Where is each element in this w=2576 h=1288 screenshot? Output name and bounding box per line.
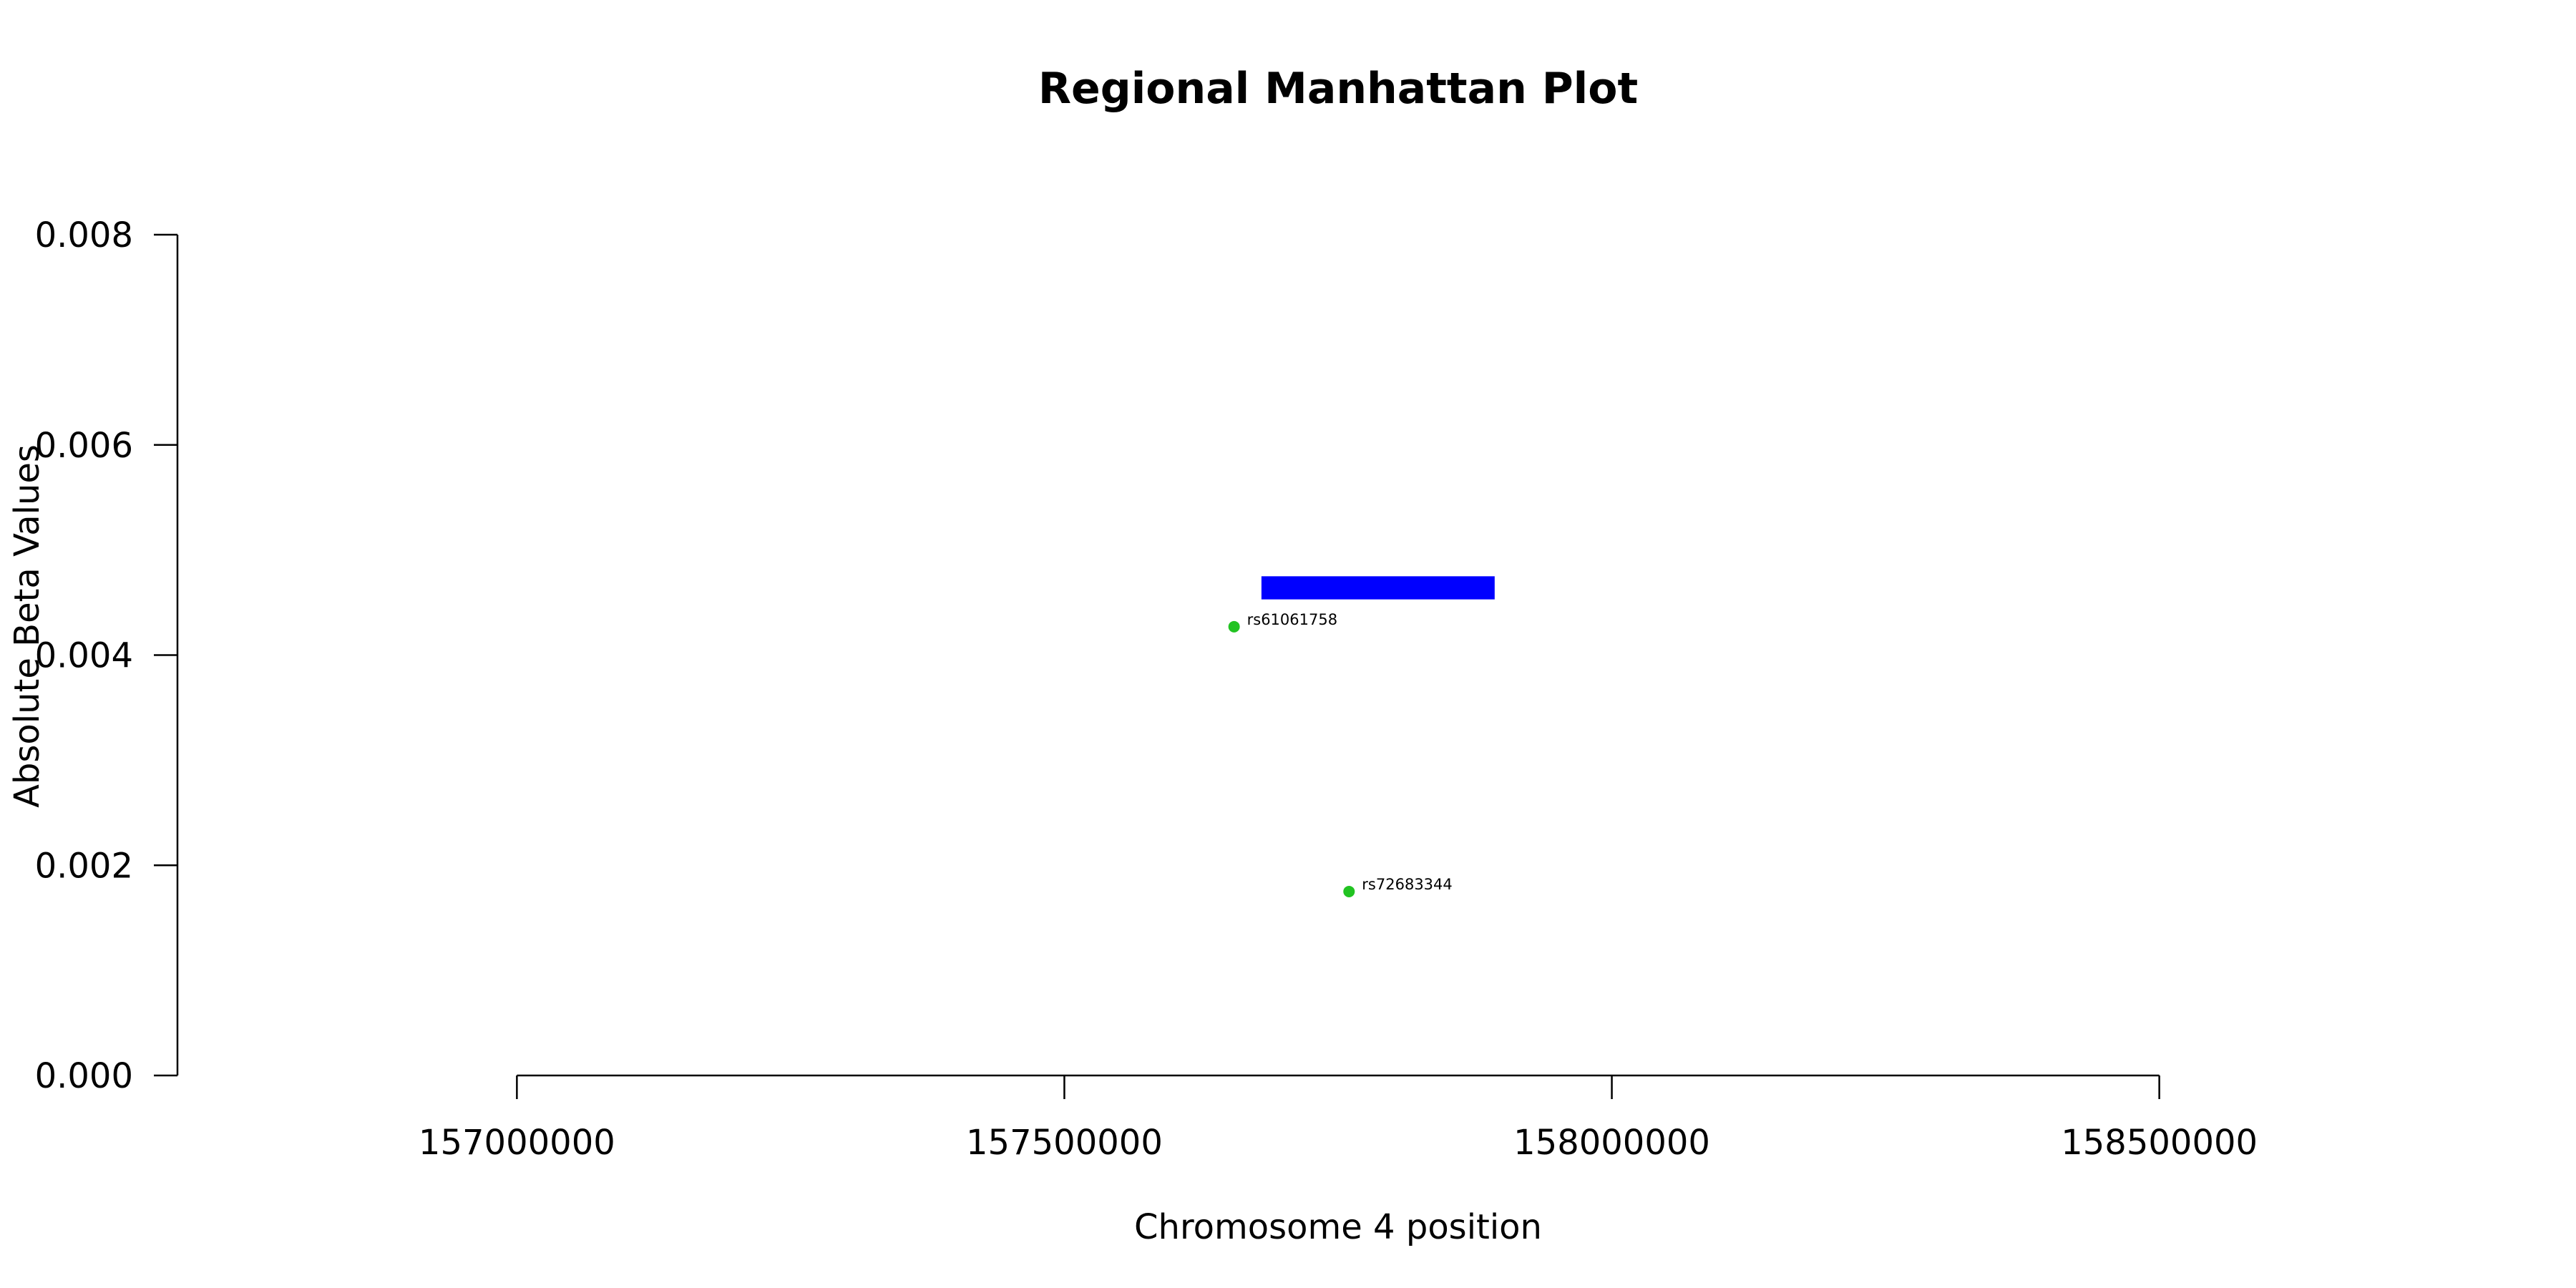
x-tick-label: 157500000 — [966, 1123, 1163, 1163]
x-axis: 157000000 157500000 158000000 158500000 — [419, 1074, 2258, 1163]
y-tick-label: 0.008 — [35, 215, 133, 255]
snp-label: rs61061758 — [1247, 611, 1337, 628]
x-axis-label: Chromosome 4 position — [1134, 1207, 1542, 1247]
points-layer: rs61061758 rs72683344 — [1228, 611, 1453, 897]
snp-label: rs72683344 — [1362, 876, 1452, 893]
snp-point — [1228, 620, 1240, 633]
chart-title: Regional Manhattan Plot — [1038, 64, 1638, 114]
y-tick-label: 0.000 — [35, 1056, 133, 1096]
gene-bar — [1261, 576, 1495, 600]
y-tick-label: 0.002 — [35, 846, 133, 886]
y-axis-label: Absolute Beta Values — [7, 444, 47, 808]
x-tick-label: 157000000 — [419, 1123, 615, 1163]
y-tick-label: 0.004 — [35, 636, 133, 676]
y-tick-label: 0.006 — [35, 426, 133, 466]
x-tick-label: 158500000 — [2061, 1123, 2258, 1163]
x-tick-label: 158000000 — [1513, 1123, 1710, 1163]
gene-layer — [1261, 576, 1495, 600]
y-axis: 0.000 0.002 0.004 0.006 0.008 — [35, 215, 179, 1096]
snp-point — [1343, 885, 1355, 897]
